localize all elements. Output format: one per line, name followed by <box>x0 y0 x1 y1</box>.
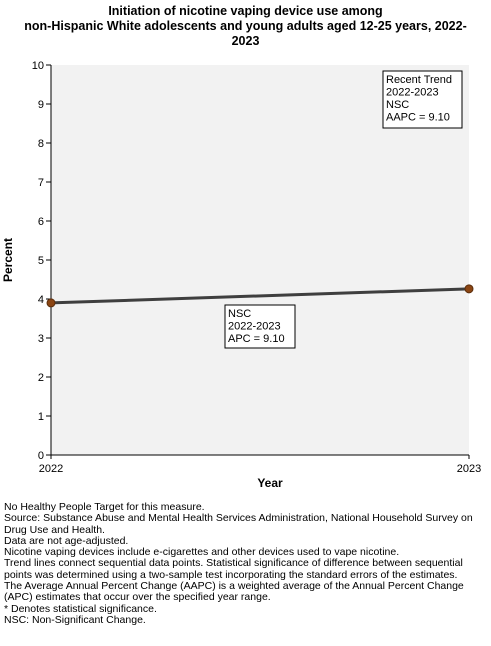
x-tick-label: 2022 <box>39 463 63 475</box>
y-tick-label: 6 <box>38 216 44 228</box>
annotation-text: NSC <box>228 308 251 320</box>
data-point <box>464 284 474 294</box>
y-tick-label: 0 <box>38 450 44 462</box>
line-chart: 0 1 2 3 4 5 6 7 8 9 10 2022 2023 Percent Year Recen… <box>1 60 481 490</box>
annotation-box <box>382 70 463 129</box>
footnote-source: Source: Substance Abuse and Mental Healt… <box>4 512 473 536</box>
y-tick-label: 5 <box>38 255 44 267</box>
annotation-text: 2022-2023 <box>386 87 439 99</box>
chart-title-line-3: 2023 <box>231 34 260 48</box>
footnote-definition: Nicotine vaping devices include e-cigare… <box>4 546 400 559</box>
y-tick-label: 10 <box>32 60 44 72</box>
annotation-text: APC = 9.10 <box>228 333 285 345</box>
footnote-nsc: NSC: Non-Significant Change. <box>4 613 146 626</box>
x-axis-label: Year <box>257 476 283 490</box>
y-tick-label: 4 <box>38 294 44 306</box>
footnotes: No Healthy People Target for this measur… <box>4 501 491 626</box>
chart-title-line-2: non-Hispanic White adolescents and young… <box>24 19 467 33</box>
plot-area <box>51 65 469 455</box>
x-axis-ticks: 2022 2023 <box>39 455 481 475</box>
annotation-box <box>224 304 296 349</box>
x-tick-label: 2023 <box>457 463 481 475</box>
series-line <box>50 287 470 305</box>
annotation-text: Recent Trend <box>386 74 452 86</box>
footnote-aapc: The Average Annual Percent Change (AAPC)… <box>4 580 464 604</box>
chart-title-line-1: Initiation of nicotine vaping device use… <box>108 4 383 18</box>
y-tick-label: 3 <box>38 333 44 345</box>
y-tick-label: 2 <box>38 372 44 384</box>
footnote-trend-lines: Trend lines connect sequential data poin… <box>4 557 463 581</box>
annotation-text: 2022-2023 <box>228 321 281 333</box>
footnote-age-adjusted: Data are not age-adjusted. <box>4 534 129 547</box>
y-axis-ticks: 0 1 2 3 4 5 6 7 8 9 10 <box>32 60 51 462</box>
annotation-text: NSC <box>386 99 409 111</box>
y-tick-label: 8 <box>38 138 44 150</box>
y-tick-label: 9 <box>38 99 44 111</box>
footnote-target: No Healthy People Target for this measur… <box>4 501 205 513</box>
data-point <box>46 298 56 308</box>
series-group <box>46 284 474 308</box>
y-tick-label: 1 <box>38 411 44 423</box>
footnote-significance: * Denotes statistical significance. <box>4 602 157 615</box>
annotation-text: AAPC = 9.10 <box>386 112 450 124</box>
y-axis-label: Percent <box>1 238 15 282</box>
chart-title: Initiation of nicotine vaping device use… <box>0 4 491 49</box>
y-tick-label: 7 <box>38 177 44 189</box>
